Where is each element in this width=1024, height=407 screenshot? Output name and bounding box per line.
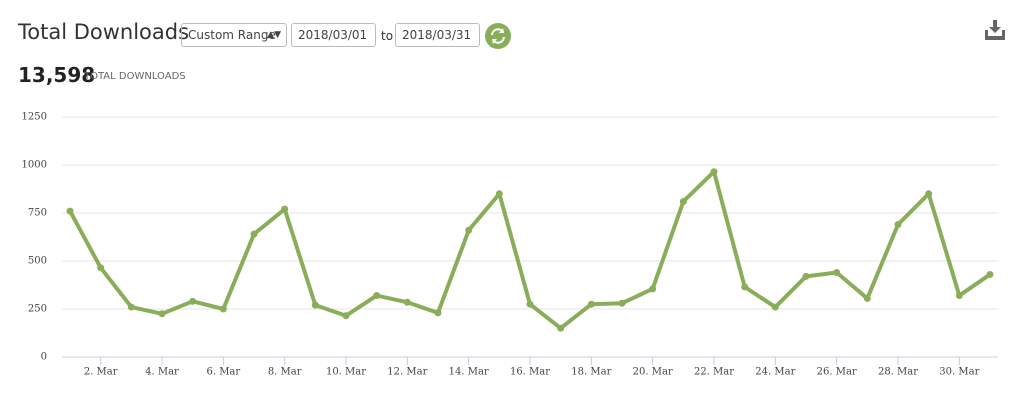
- point: [526, 300, 534, 308]
- y-tick-label: 1250: [22, 112, 47, 123]
- x-tick-label: 28. Mar: [878, 367, 918, 378]
- x-tick-label: 12. Mar: [387, 367, 427, 378]
- point: [158, 310, 166, 318]
- point: [802, 272, 810, 280]
- range-option: Custom Range: [188, 28, 276, 42]
- point: [219, 305, 227, 313]
- x-tick-label: 30. Mar: [939, 367, 979, 378]
- x-tick-label: 2. Mar: [84, 367, 118, 378]
- point: [710, 168, 718, 176]
- point: [281, 205, 289, 213]
- point: [495, 190, 503, 198]
- end-date: 2018/03/31: [402, 28, 472, 42]
- x-tick-label: 26. Mar: [817, 367, 857, 378]
- range-select[interactable]: Custom Range ▲▼: [181, 23, 287, 47]
- point: [557, 324, 565, 332]
- end-date-input[interactable]: 2018/03/31: [395, 23, 480, 47]
- x-tick-label: 6. Mar: [206, 367, 240, 378]
- point: [833, 269, 841, 277]
- y-tick-label: 750: [28, 208, 47, 219]
- download-icon[interactable]: [983, 18, 1007, 42]
- point: [863, 294, 871, 302]
- x-tick-label: 18. Mar: [571, 367, 611, 378]
- start-date: 2018/03/01: [298, 28, 368, 42]
- point: [311, 301, 319, 309]
- refresh-button[interactable]: [485, 23, 511, 49]
- x-tick-label: 4. Mar: [145, 367, 179, 378]
- to-label: to: [381, 29, 394, 43]
- point: [587, 300, 595, 308]
- x-tick-label: 22. Mar: [694, 367, 734, 378]
- point: [189, 297, 197, 305]
- total-value: 13,598: [18, 63, 96, 87]
- point: [986, 270, 994, 278]
- point: [955, 292, 963, 300]
- y-tick-label: 0: [41, 352, 47, 363]
- y-tick-label: 500: [28, 256, 47, 267]
- point: [465, 226, 473, 234]
- page-title: Total Downloads: [18, 20, 190, 44]
- point: [771, 303, 779, 311]
- total-label: TOTAL DOWNLOADS: [84, 71, 186, 82]
- y-tick-label: 1000: [22, 160, 47, 171]
- point: [679, 197, 687, 205]
- select-arrow: ▲▼: [267, 30, 281, 40]
- x-tick-label: 10. Mar: [326, 367, 366, 378]
- point: [925, 190, 933, 198]
- x-tick-label: 20. Mar: [633, 367, 673, 378]
- x-tick-label: 14. Mar: [449, 367, 489, 378]
- x-tick-label: 16. Mar: [510, 367, 550, 378]
- point: [66, 207, 74, 215]
- x-tick-label: 8. Mar: [268, 367, 302, 378]
- point: [403, 298, 411, 306]
- point: [97, 264, 105, 272]
- point: [434, 309, 442, 317]
- point: [649, 285, 657, 293]
- point: [741, 283, 749, 291]
- y-tick-label: 250: [28, 304, 47, 315]
- x-tick-label: 24. Mar: [755, 367, 795, 378]
- point: [342, 312, 350, 320]
- point: [373, 292, 381, 300]
- point: [894, 221, 902, 229]
- point: [618, 299, 626, 307]
- point: [250, 230, 258, 238]
- start-date-input[interactable]: 2018/03/01: [291, 23, 376, 47]
- point: [127, 303, 135, 311]
